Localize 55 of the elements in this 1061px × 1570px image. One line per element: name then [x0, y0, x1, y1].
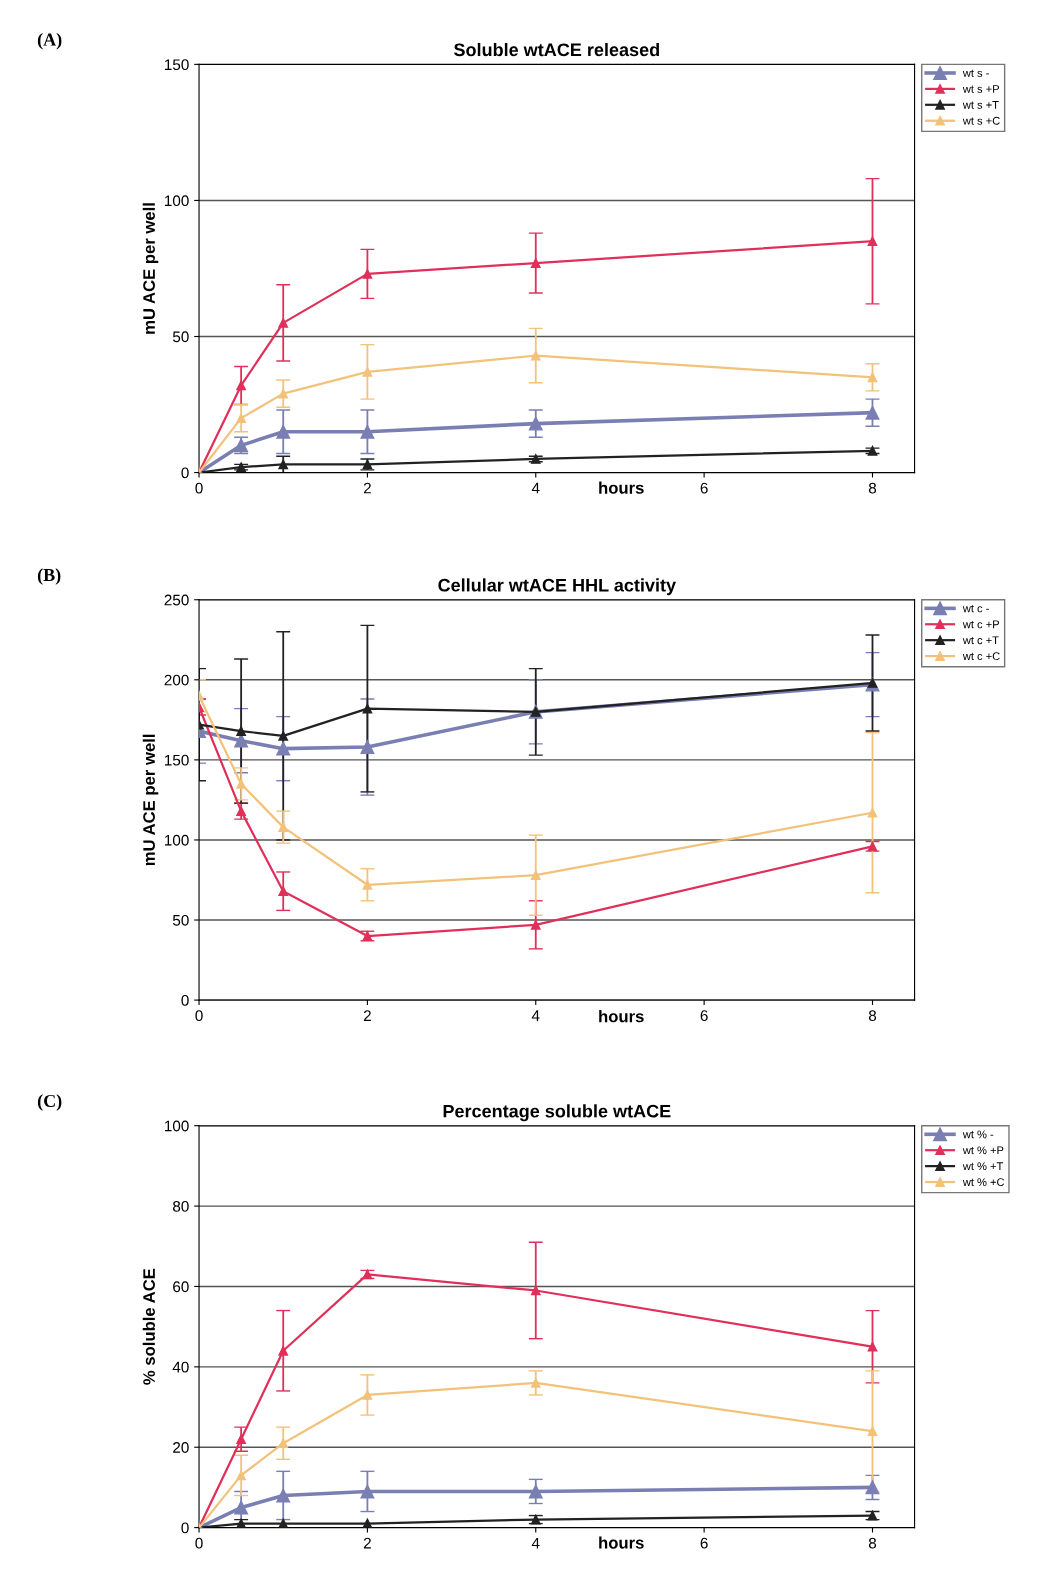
x-tick-label: 0: [195, 1537, 203, 1549]
y-tick-label: 0: [181, 1522, 189, 1534]
x-tick-label: 0: [195, 1010, 203, 1022]
x-tick-label: 4: [531, 1537, 540, 1549]
chart-title: Soluble wtACE released: [453, 42, 659, 57]
y-tick-label: 60: [173, 1281, 189, 1293]
y-axis-title: mU ACE per well: [142, 734, 159, 866]
y-axis-title: % soluble ACE: [142, 1268, 155, 1385]
x-axis-title: hours: [599, 1010, 644, 1023]
y-tick-label: 40: [172, 1361, 189, 1373]
y-tick-label: 20: [173, 1442, 189, 1453]
y-tick-label: 80: [172, 1200, 189, 1212]
x-tick-label: 2: [363, 1010, 371, 1021]
y-tick-label: 250: [164, 594, 189, 606]
x-tick-label: 6: [700, 482, 708, 494]
x-tick-label: 2: [363, 1537, 371, 1549]
y-tick-label: 150: [165, 59, 189, 71]
y-axis-title: mU ACE per well: [142, 203, 159, 334]
y-tick-label: 0: [181, 994, 189, 1006]
text: (B): [37, 568, 61, 585]
legend-label: wt s +P: [962, 85, 999, 93]
x-tick-label: 6: [700, 1537, 708, 1549]
y-tick-label: 50: [172, 914, 189, 926]
y-tick-label: 150: [165, 754, 189, 766]
x-tick-label: 8: [868, 1010, 877, 1022]
x-axis-title: hours: [599, 481, 644, 494]
x-tick-label: 4: [531, 482, 540, 494]
x-axis-title: hours: [599, 1536, 644, 1549]
chart-title: Cellular wtACE HHL activity: [438, 578, 676, 596]
x-tick-label: 6: [700, 1010, 708, 1022]
legend-label: wt % +T: [962, 1162, 1004, 1171]
legend-label: wt c -: [962, 605, 989, 613]
x-tick-label: 4: [531, 1010, 540, 1021]
y-tick-label: 50: [172, 331, 189, 343]
legend-label: wt % +P: [962, 1146, 1004, 1155]
y-tick-label: 100: [165, 1120, 189, 1132]
x-tick-label: 8: [868, 1537, 877, 1549]
y-tick-label: 100: [165, 195, 189, 207]
legend-label: wt s -: [962, 69, 989, 77]
y-tick-label: 0: [181, 467, 189, 479]
x-tick-label: 0: [195, 482, 203, 494]
x-tick-label: 8: [868, 482, 877, 494]
chart-title: Percentage soluble wtACE: [443, 1104, 671, 1122]
legend-label: wt c +C: [962, 652, 1000, 661]
legend-label: wt c +P: [962, 620, 999, 629]
x-tick-label: 2: [363, 482, 371, 494]
y-tick-label: 100: [165, 834, 189, 846]
text: (A): [37, 33, 62, 50]
legend-label: wt s +T: [962, 101, 999, 109]
legend-label: wt s +C: [962, 116, 1000, 125]
y-tick-label: 200: [164, 674, 189, 686]
legend-label: wt % +C: [962, 1178, 1005, 1187]
text: (C): [37, 1094, 62, 1111]
legend-label: wt c +T: [962, 636, 999, 645]
legend-label: wt % -: [962, 1130, 994, 1139]
